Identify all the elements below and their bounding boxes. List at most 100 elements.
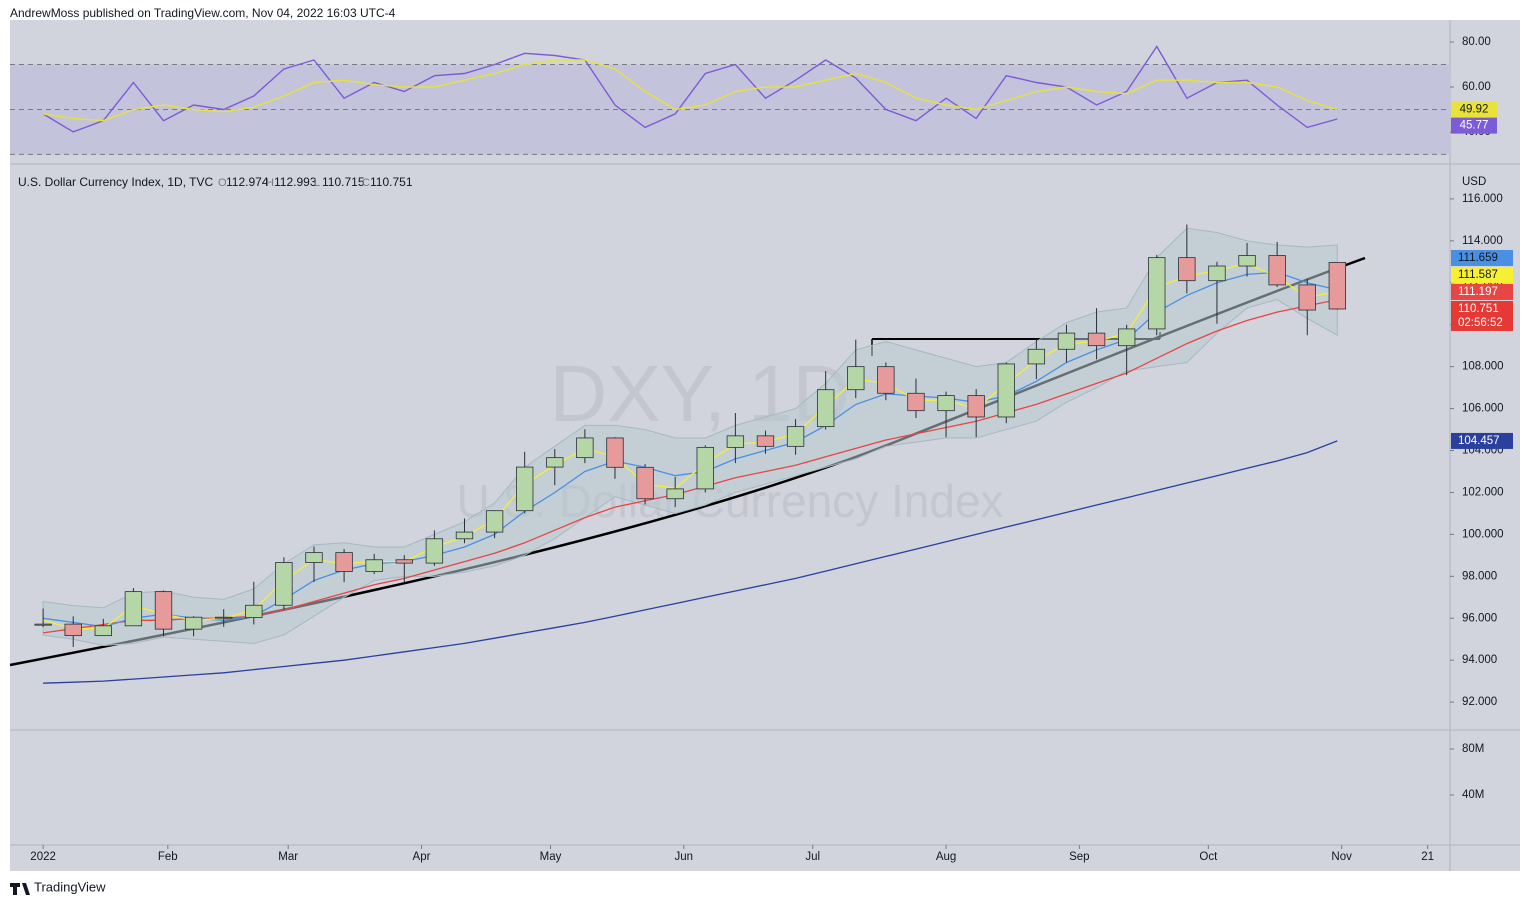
last-value-label: 49.92: [1460, 104, 1489, 116]
bollinger-band: [42, 227, 1338, 647]
candle-body: [937, 395, 955, 412]
candle-body: [124, 591, 143, 627]
candle-body: [666, 488, 684, 500]
candle-body: [847, 366, 865, 391]
candle-body: [425, 538, 444, 564]
last-value-label: 111.659: [1458, 252, 1498, 264]
x-tick-label: Sep: [1069, 851, 1089, 863]
last-value-label: 111.197: [1458, 286, 1498, 298]
ohlc-value: 112.974: [226, 175, 269, 189]
last-value-badge: [1451, 283, 1513, 300]
last-value-label: 104.457: [1458, 435, 1500, 447]
last-value-badge: [1451, 117, 1497, 134]
candle-body: [1027, 348, 1046, 365]
ohlc-value: 112.993: [274, 175, 317, 189]
last-value-badge: [1451, 101, 1497, 118]
y-tick-label: 106.000: [1462, 403, 1504, 415]
tradingview-logo: [10, 883, 30, 895]
x-tick-label: Feb: [158, 851, 178, 863]
candle-body: [516, 466, 534, 512]
x-tick-label: Nov: [1331, 851, 1352, 863]
ohlc-letter: C: [362, 177, 370, 189]
x-tick-label: 21: [1421, 851, 1434, 863]
symbol-title: U.S. Dollar Currency Index, 1D, TVC: [18, 175, 214, 189]
y-tick-label: 102.000: [1462, 486, 1504, 498]
candle-body: [907, 392, 925, 412]
candle-body: [455, 531, 474, 540]
ohlc-letter: O: [218, 177, 227, 189]
price-axis-pane: [1450, 20, 1520, 845]
x-tick-label: May: [540, 851, 562, 863]
candle-body: [967, 395, 985, 418]
x-tick-label: Mar: [278, 851, 298, 863]
last-value-badge: [1451, 266, 1513, 283]
candle-body: [696, 446, 714, 490]
last-value-badge: [1451, 432, 1513, 449]
candle-body: [997, 363, 1015, 418]
last-value-label: 110.751: [1458, 303, 1499, 315]
y-tick-label: 108.000: [1462, 361, 1504, 373]
candle-body: [816, 389, 835, 428]
last-value-badge: [1451, 249, 1513, 266]
candle-body: [1238, 255, 1256, 267]
rsi-line: [42, 59, 1338, 122]
time-axis-pane: [10, 845, 1520, 871]
candle-body: [395, 559, 413, 564]
candle-body: [335, 552, 353, 572]
candle-body: [726, 435, 745, 448]
x-tick-label: Oct: [1199, 851, 1218, 863]
candle-body: [184, 616, 203, 630]
x-tick-label: Apr: [413, 851, 431, 863]
candle-body: [576, 437, 594, 459]
ohlc-letter: H: [266, 177, 274, 189]
candle-body: [1087, 332, 1106, 347]
last-value-label: 45.77: [1460, 120, 1489, 132]
y-tick-label: 100.000: [1462, 528, 1504, 540]
candle-body: [1268, 255, 1286, 286]
candle-body: [1328, 261, 1347, 310]
countdown: 02:56:52: [1458, 317, 1503, 329]
candle-body: [1208, 265, 1226, 282]
candle-body: [275, 562, 293, 606]
y2-tick-label: 80M: [1462, 743, 1484, 755]
y-tick-label: 92.000: [1462, 696, 1497, 708]
footer-brand: TradingView: [34, 879, 106, 894]
ohlc-value: 110.751: [370, 175, 413, 189]
y-tick-label: 116.000: [1462, 193, 1503, 205]
y-tick-label: 96.000: [1462, 612, 1497, 624]
candle-body: [485, 510, 504, 533]
last-value-badge: [1451, 300, 1513, 331]
candle-body: [1298, 284, 1316, 311]
candle-body: [877, 366, 895, 394]
y2-tick-label: 40M: [1462, 789, 1484, 801]
candle-body: [1057, 332, 1076, 350]
y-tick-label: 98.000: [1462, 570, 1497, 582]
ohlc-value: 110.715: [322, 175, 365, 189]
candle-body: [154, 591, 173, 630]
candle-body: [64, 623, 82, 637]
candle-body: [636, 466, 654, 500]
candle-body: [786, 426, 805, 447]
candle-body: [1178, 257, 1196, 282]
y-tick-label: 114.000: [1462, 235, 1503, 247]
candle-body: [305, 552, 323, 563]
candle-body: [546, 457, 564, 468]
moving-average: [43, 440, 1338, 684]
y-tick-label: 80.00: [1462, 36, 1491, 48]
x-tick-label: 2022: [30, 851, 56, 863]
candle-body: [756, 435, 775, 447]
candle-body: [606, 437, 624, 468]
candle-body: [245, 604, 263, 619]
candle-body: [215, 616, 233, 619]
ohlc-letter: L: [314, 177, 320, 189]
x-tick-label: Jul: [805, 851, 820, 863]
candle-body: [34, 623, 52, 626]
y-tick-label: 94.000: [1462, 654, 1497, 666]
currency-label: USD: [1462, 176, 1486, 188]
candle-body: [94, 625, 112, 637]
x-tick-label: Aug: [936, 851, 956, 863]
publisher-line: AndrewMoss published on TradingView.com,…: [10, 6, 396, 20]
candle-body: [365, 559, 383, 572]
x-tick-label: Jun: [675, 851, 694, 863]
